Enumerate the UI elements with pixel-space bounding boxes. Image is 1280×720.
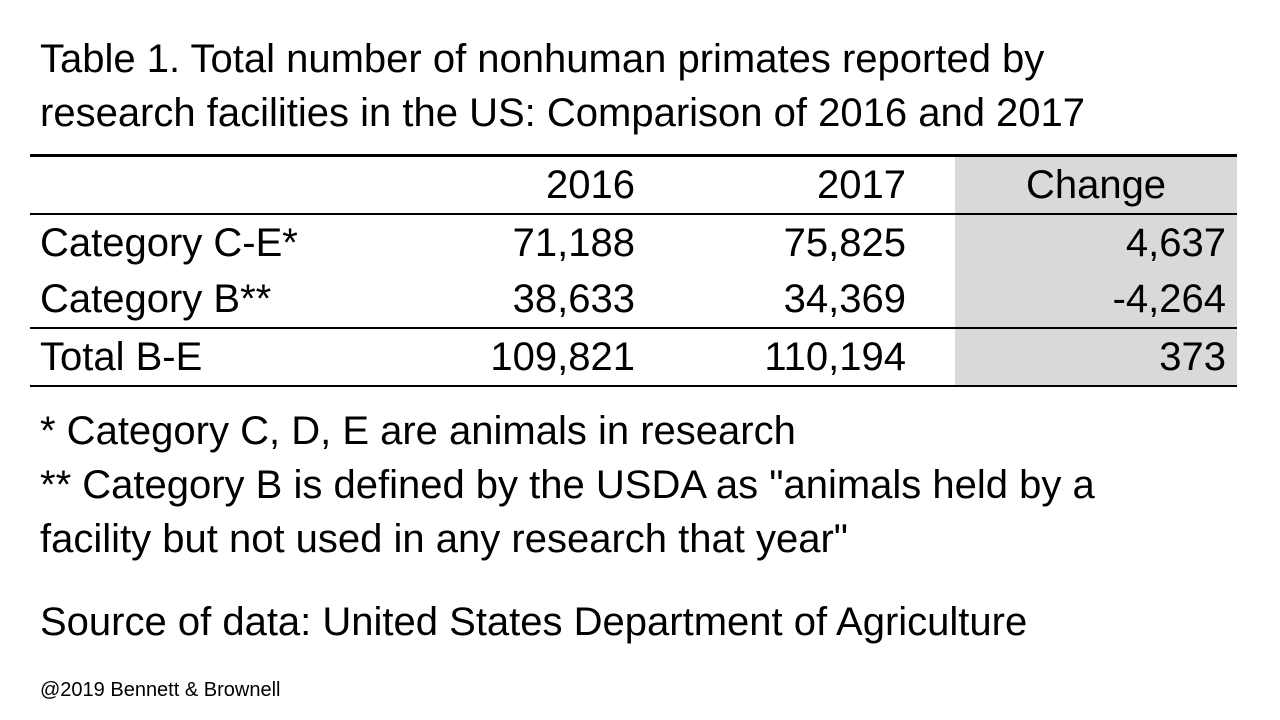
table-header-row: 2016 2017 Change	[30, 154, 1237, 213]
change-column-shade	[955, 329, 1237, 385]
cell-2017: 110,194	[764, 335, 906, 379]
copyright: @2019 Bennett & Brownell	[40, 679, 281, 701]
table-title: Table 1. Total number of nonhuman primat…	[40, 32, 1085, 140]
header-2017: 2017	[817, 163, 906, 207]
change-column-shade	[955, 157, 1237, 213]
cell-2016: 38,633	[512, 277, 635, 321]
table-row: Category B** 38,633 34,369 -4,264	[30, 271, 1237, 327]
header-change: Change	[1025, 163, 1167, 207]
table-row: Category C-E* 71,188 75,825 4,637	[30, 213, 1237, 271]
data-table: 2016 2017 Change Category C-E* 71,188 75…	[30, 154, 1237, 387]
cell-2016: 109,821	[490, 335, 635, 379]
cell-change: 4,637	[1125, 221, 1226, 265]
footnote: facility but not used in any research th…	[40, 517, 848, 561]
title-line: research facilities in the US: Compariso…	[40, 91, 1086, 135]
title-line: Table 1. Total number of nonhuman primat…	[40, 37, 1045, 81]
table-total-row: Total B-E 109,821 110,194 373	[30, 327, 1237, 387]
change-column-shade	[955, 271, 1237, 327]
cell-change: 373	[1159, 335, 1226, 379]
cell-2016: 71,188	[512, 221, 635, 265]
footnotes: * Category C, D, E are animals in resear…	[40, 404, 1095, 566]
row-label: Total B-E	[40, 335, 203, 379]
footnote: * Category C, D, E are animals in resear…	[40, 409, 796, 453]
footnote: ** Category B is defined by the USDA as …	[40, 463, 1095, 507]
change-column-shade	[955, 215, 1237, 271]
row-label: Category C-E*	[40, 221, 298, 265]
source-note: Source of data: United States Department…	[40, 600, 1028, 644]
cell-2017: 75,825	[783, 221, 906, 265]
row-label: Category B**	[40, 277, 272, 321]
header-2016: 2016	[546, 163, 635, 207]
cell-2017: 34,369	[783, 277, 906, 321]
cell-change: -4,264	[1112, 277, 1226, 321]
